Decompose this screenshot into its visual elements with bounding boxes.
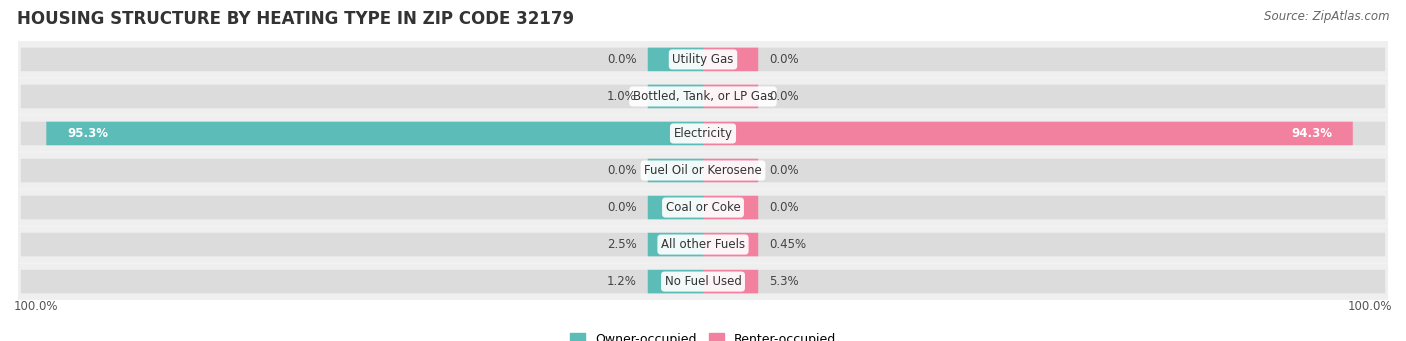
Text: 95.3%: 95.3% [67,127,108,140]
FancyBboxPatch shape [18,152,1388,189]
Text: Fuel Oil or Kerosene: Fuel Oil or Kerosene [644,164,762,177]
Text: 0.0%: 0.0% [607,201,637,214]
Text: No Fuel Used: No Fuel Used [665,275,741,288]
FancyBboxPatch shape [21,270,703,293]
FancyBboxPatch shape [703,48,758,71]
FancyBboxPatch shape [18,226,1388,263]
FancyBboxPatch shape [648,85,703,108]
FancyBboxPatch shape [21,196,703,219]
Text: 94.3%: 94.3% [1291,127,1331,140]
Text: 1.0%: 1.0% [607,90,637,103]
FancyBboxPatch shape [21,233,703,256]
FancyBboxPatch shape [703,122,1353,145]
FancyBboxPatch shape [703,159,758,182]
Text: Utility Gas: Utility Gas [672,53,734,66]
Text: 0.0%: 0.0% [769,164,799,177]
FancyBboxPatch shape [703,270,1385,293]
Text: 100.0%: 100.0% [1347,300,1392,313]
FancyBboxPatch shape [703,196,758,219]
FancyBboxPatch shape [18,78,1388,115]
Text: All other Fuels: All other Fuels [661,238,745,251]
Text: 5.3%: 5.3% [769,275,799,288]
FancyBboxPatch shape [703,233,1385,256]
Text: HOUSING STRUCTURE BY HEATING TYPE IN ZIP CODE 32179: HOUSING STRUCTURE BY HEATING TYPE IN ZIP… [17,10,574,28]
FancyBboxPatch shape [18,115,1388,152]
Text: 100.0%: 100.0% [14,300,59,313]
Text: Electricity: Electricity [673,127,733,140]
FancyBboxPatch shape [703,196,1385,219]
Text: Source: ZipAtlas.com: Source: ZipAtlas.com [1264,10,1389,23]
FancyBboxPatch shape [648,270,703,293]
FancyBboxPatch shape [21,48,703,71]
Text: 0.45%: 0.45% [769,238,806,251]
FancyBboxPatch shape [46,122,703,145]
FancyBboxPatch shape [21,85,703,108]
FancyBboxPatch shape [648,48,703,71]
FancyBboxPatch shape [18,41,1388,78]
Text: Bottled, Tank, or LP Gas: Bottled, Tank, or LP Gas [633,90,773,103]
FancyBboxPatch shape [703,159,1385,182]
Text: Coal or Coke: Coal or Coke [665,201,741,214]
FancyBboxPatch shape [703,48,1385,71]
Text: 1.2%: 1.2% [607,275,637,288]
FancyBboxPatch shape [648,196,703,219]
FancyBboxPatch shape [703,85,1385,108]
FancyBboxPatch shape [703,233,758,256]
FancyBboxPatch shape [703,85,758,108]
FancyBboxPatch shape [21,159,703,182]
Text: 0.0%: 0.0% [769,53,799,66]
FancyBboxPatch shape [703,122,1385,145]
Text: 0.0%: 0.0% [607,164,637,177]
FancyBboxPatch shape [648,159,703,182]
FancyBboxPatch shape [21,122,703,145]
Text: 2.5%: 2.5% [607,238,637,251]
Legend: Owner-occupied, Renter-occupied: Owner-occupied, Renter-occupied [565,328,841,341]
Text: 0.0%: 0.0% [607,53,637,66]
FancyBboxPatch shape [648,233,703,256]
Text: 0.0%: 0.0% [769,90,799,103]
Text: 0.0%: 0.0% [769,201,799,214]
FancyBboxPatch shape [703,270,758,293]
FancyBboxPatch shape [18,263,1388,300]
FancyBboxPatch shape [18,189,1388,226]
